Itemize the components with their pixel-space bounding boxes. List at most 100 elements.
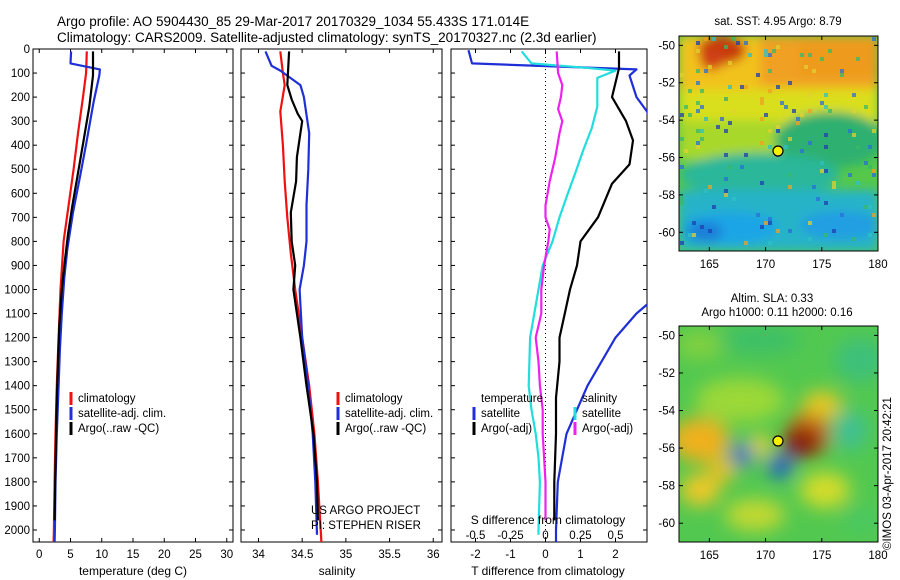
depth-tick-label: 1900 bbox=[4, 501, 30, 513]
sst-pixel bbox=[696, 129, 700, 133]
sst-pixel bbox=[680, 201, 684, 205]
x-tick-label: 34 bbox=[252, 549, 265, 561]
sst-pixel bbox=[808, 237, 812, 241]
x-tick-label: 36 bbox=[427, 549, 440, 561]
sst-pixel bbox=[852, 93, 856, 97]
sst-pixel bbox=[680, 113, 684, 117]
sst-pixel bbox=[768, 69, 772, 73]
sst-pixel bbox=[712, 37, 716, 41]
legend-label-salinity-argo: Argo(-adj) bbox=[582, 423, 633, 435]
credit-line-1: US ARGO PROJECT bbox=[311, 505, 420, 517]
sst-pixel bbox=[872, 129, 876, 133]
sst-pixel bbox=[824, 93, 828, 97]
sst-pixel bbox=[688, 233, 692, 237]
sst-pixel bbox=[788, 81, 792, 85]
depth-tick-label: 1000 bbox=[4, 284, 30, 296]
temperature-axes: 0100200300400500600700800900100011001200… bbox=[4, 44, 233, 561]
sst-pixel bbox=[812, 185, 816, 189]
sst-pixel bbox=[872, 213, 876, 217]
sst-pixel bbox=[868, 205, 872, 209]
sla-field bbox=[679, 326, 878, 534]
salinity-plot-frame bbox=[240, 48, 443, 543]
x-tick-label: 0 bbox=[542, 549, 548, 561]
salinity-series bbox=[264, 50, 323, 542]
sst-pixel bbox=[864, 105, 868, 109]
salinity-panel: 34 34.5 35 35.5 36 climatology satellite-adj… bbox=[240, 48, 443, 578]
sst-pixel bbox=[684, 149, 688, 153]
sst-pixel bbox=[824, 201, 828, 205]
sst-pixel bbox=[700, 105, 704, 109]
sst-pixel bbox=[744, 153, 748, 157]
sst-pixel bbox=[840, 213, 844, 217]
sst-pixel bbox=[696, 109, 700, 113]
sst-argo-position-marker bbox=[772, 145, 784, 157]
sst-pixel bbox=[856, 145, 860, 149]
sst-pixel bbox=[824, 233, 828, 237]
sst-pixel-noise bbox=[680, 37, 876, 245]
sst-pixel bbox=[680, 165, 684, 169]
sst-pixel bbox=[872, 169, 876, 173]
legend-label-satellite: satellite-adj. clim. bbox=[78, 408, 166, 420]
sst-pixel bbox=[696, 145, 700, 149]
salinity-xlabel: salinity bbox=[319, 564, 356, 578]
legend-label-salinity-satellite: satellite bbox=[582, 408, 621, 420]
t-difference-label: T difference from climatology bbox=[471, 564, 625, 578]
sst-pixel bbox=[740, 165, 744, 169]
sst-pixel bbox=[728, 121, 732, 125]
map-y-tick-label: -58 bbox=[658, 481, 675, 493]
sst-pixel bbox=[796, 117, 800, 121]
depth-tick-label: 1500 bbox=[4, 405, 30, 417]
sst-pixel bbox=[768, 129, 772, 133]
sst-pixel bbox=[704, 69, 708, 73]
sst-pixel bbox=[780, 101, 784, 105]
sst-pixel bbox=[828, 109, 832, 113]
sst-pixel bbox=[864, 205, 868, 209]
sst-pixel bbox=[868, 145, 872, 149]
sst-pixel bbox=[700, 89, 704, 93]
sst-pixel bbox=[776, 85, 780, 89]
sla-argo-position-marker bbox=[772, 435, 784, 447]
map-y-tick-label: -50 bbox=[658, 330, 675, 342]
sst-pixel bbox=[712, 205, 716, 209]
sst-pixel bbox=[688, 89, 692, 93]
sst-pixel bbox=[680, 73, 684, 77]
sst-pixel bbox=[832, 229, 836, 233]
sst-pixel bbox=[728, 165, 732, 169]
sst-pixel bbox=[700, 129, 704, 133]
depth-tick-label: 100 bbox=[11, 68, 30, 80]
sst-pixel bbox=[768, 241, 772, 245]
legend-head-temperature: temperature bbox=[481, 393, 543, 405]
map-x-tick-label: 175 bbox=[812, 550, 831, 562]
sst-pixel bbox=[808, 221, 812, 225]
sst-pixel bbox=[768, 221, 772, 225]
sst-pixel bbox=[696, 141, 700, 145]
sst-pixel bbox=[760, 225, 764, 229]
sst-pixel bbox=[800, 53, 804, 57]
sst-map-title: sat. SST: 4.95 Argo: 8.79 bbox=[714, 16, 841, 28]
sst-pixel bbox=[872, 173, 876, 177]
map-y-tick-label: -54 bbox=[658, 115, 675, 127]
depth-tick-label: 1600 bbox=[4, 429, 30, 441]
map-y-tick-label: -56 bbox=[658, 443, 675, 455]
sst-pixel bbox=[760, 101, 764, 105]
sst-pixel bbox=[736, 41, 740, 45]
sst-pixel bbox=[696, 69, 700, 73]
series-argo-raw-qc bbox=[53, 51, 95, 521]
sst-pixel bbox=[720, 117, 724, 121]
sst-pixel bbox=[848, 173, 852, 177]
s-diff-tick-label: -0.5 bbox=[466, 530, 486, 542]
s-difference-label: S difference from climatology bbox=[471, 513, 626, 527]
sst-pixel bbox=[824, 133, 828, 137]
sst-pixel bbox=[704, 117, 708, 121]
sst-pixel bbox=[744, 85, 748, 89]
depth-tick-label: 1100 bbox=[5, 309, 30, 321]
sst-pixel bbox=[760, 97, 764, 101]
sst-map-panel: sat. SST: 4.95 Argo: 8.79 165 170 175 1 bbox=[658, 16, 887, 271]
sst-pixel bbox=[724, 193, 728, 197]
sst-pixel bbox=[756, 73, 760, 77]
map-y-tick-label: -54 bbox=[658, 406, 675, 418]
sst-pixel bbox=[868, 233, 872, 237]
sst-pixel bbox=[728, 61, 732, 65]
sst-pixel bbox=[808, 93, 812, 97]
map-y-tick-label: -52 bbox=[658, 368, 675, 380]
